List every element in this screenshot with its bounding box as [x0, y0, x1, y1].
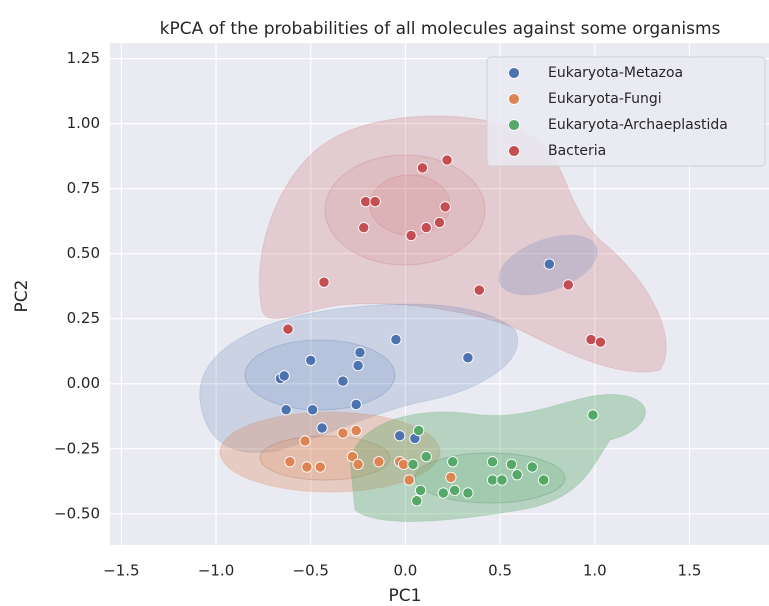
- point: [562, 279, 574, 291]
- x-axis-label: PC1: [389, 586, 422, 606]
- point: [305, 354, 317, 366]
- point: [594, 336, 607, 348]
- point: [462, 352, 474, 364]
- point: [439, 201, 451, 213]
- point: [299, 435, 311, 447]
- point: [346, 450, 359, 463]
- point: [352, 359, 364, 372]
- point: [448, 484, 461, 497]
- grid: [110, 43, 769, 545]
- point: [301, 461, 313, 473]
- point: [318, 276, 330, 288]
- point: [407, 458, 419, 471]
- x-tick-label: 1.0: [583, 562, 607, 580]
- point: [397, 458, 410, 471]
- point: [354, 346, 366, 359]
- point: [350, 424, 362, 437]
- legend-marker: [508, 67, 520, 79]
- x-tick-label: −1.0: [198, 562, 234, 580]
- y-tick-label: 1.25: [67, 49, 100, 67]
- kde-region: [199, 303, 518, 454]
- point: [352, 458, 364, 471]
- point: [445, 471, 457, 484]
- point: [526, 461, 538, 473]
- point: [403, 474, 415, 486]
- point: [420, 222, 432, 234]
- point: [316, 422, 328, 434]
- y-tick-label: 0.00: [67, 374, 100, 392]
- legend: Eukaryota-Metazoa Eukaryota-Fungi Eukaryot…: [486, 56, 766, 167]
- legend-label: Eukaryota-Fungi: [548, 91, 662, 107]
- point: [284, 456, 296, 468]
- legend-label: Bacteria: [548, 143, 606, 159]
- kde-region: [324, 154, 486, 266]
- point: [390, 333, 402, 346]
- point: [543, 258, 555, 270]
- y-axis-label: PC2: [12, 280, 32, 313]
- y-tick-label: 0.75: [67, 179, 100, 197]
- point: [441, 154, 453, 166]
- point: [280, 404, 292, 416]
- point: [314, 461, 326, 473]
- y-tick-label: 0.50: [67, 244, 100, 262]
- kde-region: [219, 411, 441, 493]
- point: [282, 323, 294, 335]
- y-tick-label: −0.25: [54, 439, 100, 457]
- point: [369, 196, 381, 208]
- legend-label: Eukaryota-Metazoa: [548, 65, 683, 81]
- point: [585, 333, 597, 346]
- point: [587, 409, 599, 421]
- legend-label: Eukaryota-Archaeplastida: [548, 117, 728, 133]
- point: [350, 398, 362, 411]
- kde-region: [258, 115, 667, 373]
- point: [411, 495, 423, 507]
- point: [496, 474, 508, 486]
- point: [486, 456, 499, 468]
- legend-box: [486, 56, 766, 167]
- point: [433, 216, 446, 229]
- point: [359, 196, 372, 208]
- point: [447, 456, 459, 468]
- point: [405, 229, 417, 242]
- legend-marker: [508, 145, 520, 157]
- x-tick-label: 0.5: [488, 562, 512, 580]
- y-tick-label: 0.25: [67, 309, 100, 327]
- point: [414, 484, 427, 497]
- point: [486, 474, 499, 486]
- point: [505, 458, 518, 471]
- x-tick-label: 0.0: [393, 562, 417, 580]
- point: [394, 430, 406, 442]
- y-tick-label: −0.50: [54, 504, 100, 522]
- y-tick-label: 1.00: [67, 114, 100, 132]
- chart-title: kPCA of the probabilities of all molecul…: [160, 19, 721, 39]
- point: [413, 424, 425, 437]
- point: [420, 450, 432, 463]
- point: [278, 370, 290, 382]
- point: [337, 427, 349, 439]
- point: [473, 284, 485, 296]
- point: [337, 375, 349, 387]
- point: [437, 487, 449, 499]
- x-tick-label: 1.5: [678, 562, 702, 580]
- kde-region: [244, 339, 396, 411]
- point: [306, 404, 319, 416]
- point: [462, 487, 474, 499]
- point: [511, 469, 523, 481]
- point: [538, 474, 550, 486]
- legend-marker: [508, 93, 520, 105]
- points: [274, 154, 607, 507]
- x-tick-label: −0.5: [293, 562, 329, 580]
- x-tick-label: −1.5: [103, 562, 139, 580]
- point: [416, 162, 429, 174]
- point: [373, 456, 385, 468]
- legend-marker: [508, 119, 520, 131]
- point: [358, 222, 370, 234]
